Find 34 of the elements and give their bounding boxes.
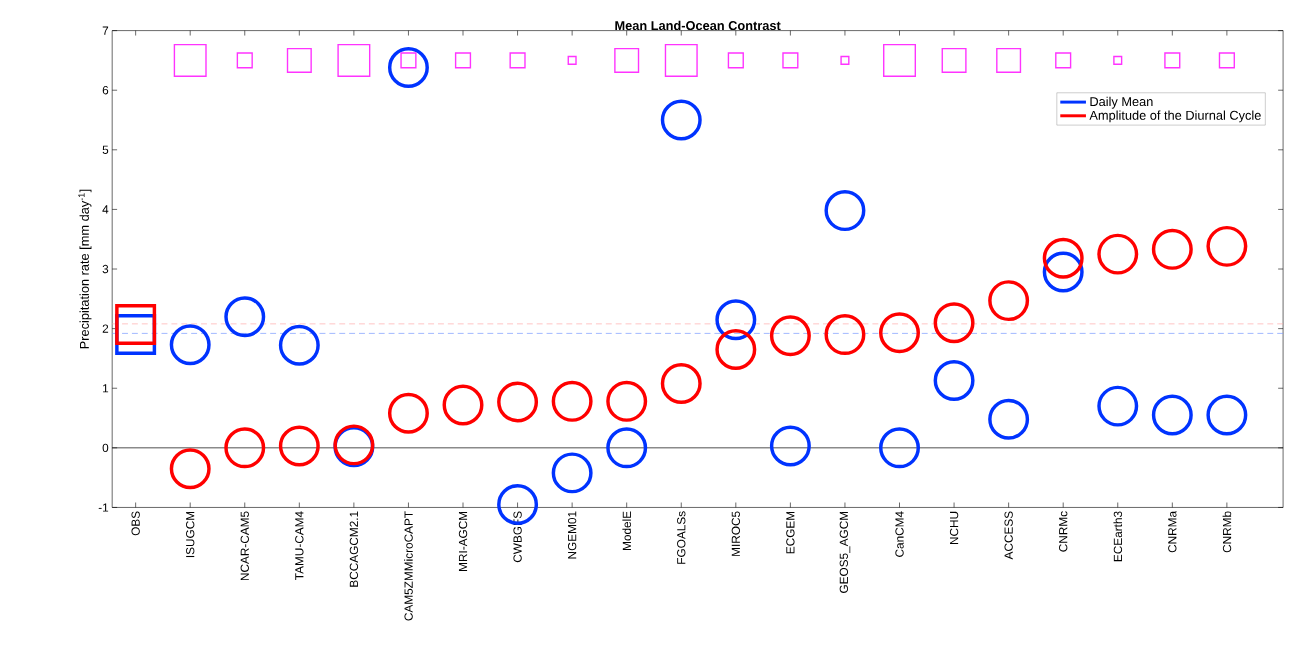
x-tick-label: ModelE — [622, 511, 632, 550]
x-tick-label: CNRMc — [1059, 511, 1068, 552]
x-tick-label: ISUGCM — [186, 511, 195, 557]
x-tick-label: ECEarth3 — [1113, 511, 1123, 561]
y-tick-label: 4 — [102, 205, 109, 214]
x-tick-label: GEOS5_AGCM — [839, 511, 851, 593]
x-tick-label: ACCESS — [1004, 511, 1013, 560]
x-tick-label: OBS — [131, 511, 140, 536]
x-tick-label: CWBGFS — [513, 511, 522, 562]
x-tick-label: NCHU — [949, 511, 959, 544]
x-tick-label: CNRMa — [1168, 510, 1177, 553]
legend-label: Daily Mean — [1090, 96, 1153, 109]
chart-title: Mean Land-Ocean Contrast — [615, 20, 781, 30]
x-tick-label: CAM5ZMMicroCAPT — [404, 511, 413, 621]
x-tick-label: CanCM4 — [895, 511, 904, 557]
x-tick-label: BCCAGCM2.1 — [349, 511, 359, 587]
y-tick-label: 2 — [102, 324, 109, 333]
x-tick-label: NCAR-CAM5 — [240, 511, 249, 580]
x-tick-label: TAMU-CAM4 — [295, 511, 304, 580]
y-axis-title: Precipitation rate [mm day$^{-1}$] — [78, 189, 92, 349]
x-tick-label: CNRMb — [1222, 511, 1232, 553]
x-tick-label: ECGEM — [786, 511, 795, 554]
x-tick-label: MIROC5 — [731, 511, 740, 556]
y-tick-label: 1 — [103, 384, 109, 393]
y-tick-label: 5 — [102, 145, 109, 154]
x-tick-label: FGOALSs — [677, 511, 686, 564]
x-tick-label: MRI-AGCM — [458, 511, 468, 571]
y-tick-label: 0 — [102, 443, 109, 452]
y-tick-label: -1 — [98, 503, 109, 512]
x-tick-label: NGEM01 — [567, 511, 577, 559]
legend-label: Amplitude of the Diurnal Cycle — [1089, 110, 1261, 123]
y-tick-label: 7 — [102, 26, 109, 35]
y-tick-label: 3 — [102, 264, 109, 274]
y-tick-label: 6 — [102, 85, 109, 95]
